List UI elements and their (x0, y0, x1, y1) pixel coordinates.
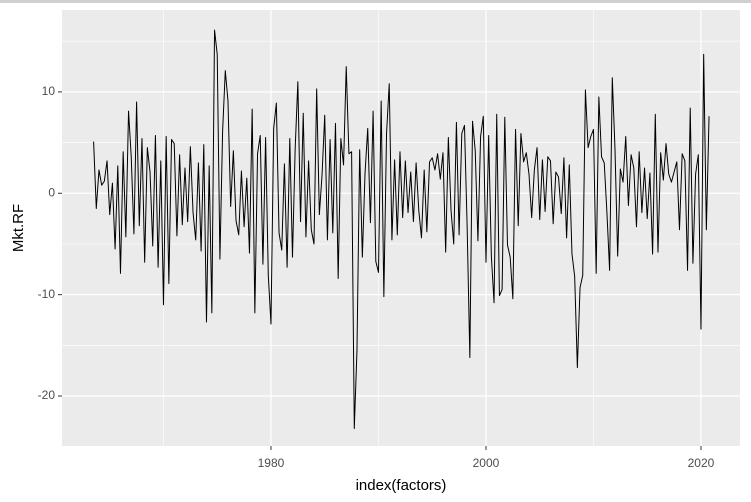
window-edge (0, 0, 751, 3)
y-tick-label: 0 (48, 185, 55, 199)
grid (62, 10, 740, 446)
x-axis-title: index(factors) (356, 477, 447, 494)
y-tick-label: -20 (38, 388, 56, 402)
marks (93, 29, 710, 429)
x-tick-label: 1980 (258, 456, 285, 470)
y-tick-label: -10 (38, 287, 56, 301)
plot-panel (62, 10, 740, 446)
series-line (93, 29, 710, 429)
y-axis-title: Mkt.RF (10, 204, 27, 252)
x-tick-label: 2000 (473, 456, 500, 470)
y-tick-label: 10 (42, 84, 56, 98)
x-tick-label: 2020 (688, 456, 715, 470)
ticks: 1980 2000 2020 -20 -10 0 10 (38, 84, 715, 470)
